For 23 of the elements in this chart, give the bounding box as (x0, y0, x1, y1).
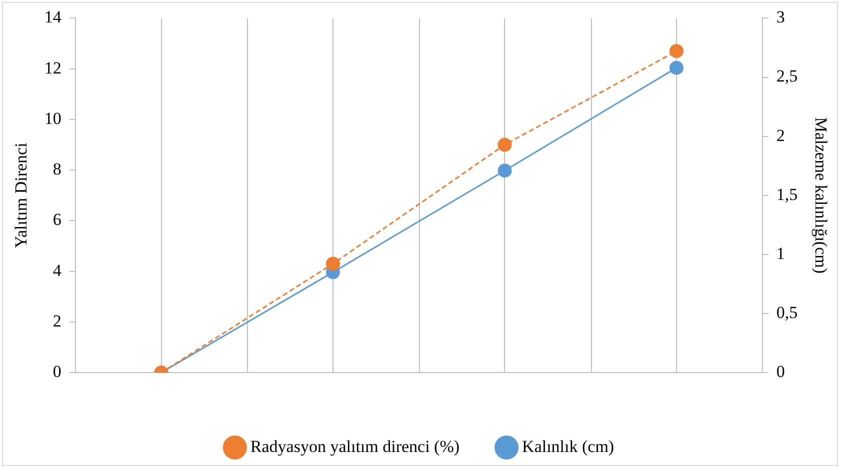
y2-tick-label: 1 (776, 244, 785, 263)
point (498, 164, 512, 178)
y-tick-label: 8 (52, 160, 62, 179)
point (498, 138, 512, 152)
legend-label: Kalınlık (cm) (522, 436, 614, 456)
point (669, 60, 684, 75)
y2-tick-label: 0 (776, 362, 785, 382)
y2-tick-label: 1,5 (776, 184, 798, 204)
y-tick-label: 12 (44, 58, 62, 78)
y-tick-label: 4 (52, 260, 62, 280)
y-tick-label: 2 (52, 311, 62, 330)
point (669, 44, 684, 58)
y2-tick-label: 3 (776, 8, 785, 27)
y-tick-label: 6 (52, 210, 62, 230)
y2-axis-title: Malzeme kalınlığı(cm) (811, 117, 830, 274)
y-tick-label: 10 (44, 108, 62, 128)
y-tick-label: 14 (44, 8, 62, 27)
y2-tick-label: 2 (776, 126, 785, 145)
y2-tick-label: 2,5 (776, 66, 798, 86)
legend-label: Radyasyon yalıtım direnci (%) (250, 436, 460, 456)
y-axis-title: Yalıtım Direnci (12, 142, 31, 248)
y-tick-label: 0 (52, 362, 62, 382)
y2-tick-label: 0,5 (776, 303, 798, 322)
